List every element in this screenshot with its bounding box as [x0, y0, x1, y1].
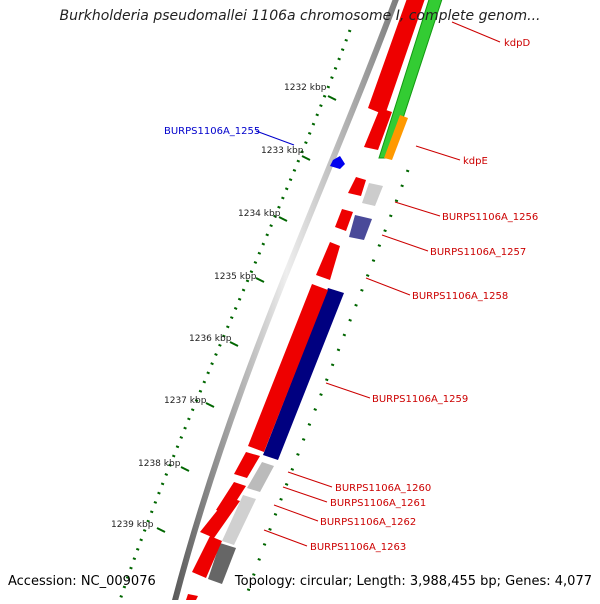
leader-line — [263, 529, 308, 547]
gene-label[interactable]: BURPS1106A_1263 — [310, 542, 406, 553]
leader-line — [282, 486, 328, 503]
scale-tick — [156, 527, 166, 533]
tick-label: 1239 kbp — [111, 520, 154, 530]
gene-label[interactable]: kdpD — [504, 38, 530, 49]
feature-1256[interactable] — [348, 177, 366, 196]
scale-tick — [327, 95, 337, 101]
leader-line — [415, 145, 461, 161]
gene-label[interactable]: BURPS1106A_1261 — [330, 498, 426, 509]
feature-1263-cog[interactable] — [208, 543, 236, 584]
leader-line — [273, 504, 319, 522]
backbone-ring — [171, 0, 399, 604]
feature-kdpE[interactable] — [364, 108, 392, 150]
gene-label[interactable]: BURPS1106A_1262 — [320, 517, 416, 528]
gene-label[interactable]: kdpE — [463, 156, 488, 167]
leader-line — [325, 382, 371, 399]
cog-features — [208, 0, 443, 584]
scale-tick — [229, 341, 239, 347]
feature-1262[interactable] — [200, 497, 240, 538]
scale-tick — [255, 277, 265, 283]
scale-tick — [180, 466, 190, 472]
leader-line — [365, 277, 411, 296]
feature-1263[interactable] — [192, 536, 222, 578]
scale-tick — [301, 155, 311, 161]
tick-label: 1236 kbp — [189, 334, 232, 344]
tick-label: 1232 kbp — [284, 83, 327, 93]
gene-label[interactable]: BURPS1106A_1257 — [430, 247, 526, 258]
feature-1259-cog[interactable] — [263, 288, 344, 460]
feature-1256-cog[interactable] — [362, 183, 383, 206]
gene-label[interactable]: BURPS1106A_1258 — [412, 291, 508, 302]
gene-label[interactable]: BURPS1106A_1255 — [164, 126, 260, 137]
scale-tick — [205, 402, 215, 408]
map-title: Burkholderia pseudomallei 1106a chromoso… — [59, 8, 541, 24]
feature-1258[interactable] — [316, 242, 340, 280]
feature-1260-cog[interactable] — [247, 462, 274, 492]
leader-line — [381, 234, 429, 252]
tick-label: 1234 kbp — [238, 209, 281, 219]
scale-ticks — [156, 95, 337, 533]
leader-line — [287, 471, 333, 488]
gene-label[interactable]: BURPS1106A_1260 — [335, 483, 431, 494]
tick-label: 1237 kbp — [164, 396, 207, 406]
feature-1262-cog[interactable] — [222, 495, 256, 545]
feature-1259[interactable] — [248, 284, 328, 452]
summary-text: Topology: circular; Length: 3,988,455 bp… — [234, 574, 592, 589]
feature-1257-cog[interactable] — [349, 215, 372, 240]
cds-features — [186, 0, 428, 600]
feature-kdpE-cog[interactable] — [384, 115, 408, 160]
inner-ring — [243, 169, 410, 601]
leader-line — [451, 21, 501, 43]
feature-kdpD[interactable] — [368, 0, 428, 115]
leader-line — [255, 130, 295, 146]
leader-line — [394, 201, 441, 217]
accession-text: Accession: NC_009076 — [8, 574, 156, 589]
feature-bottom[interactable] — [186, 594, 198, 600]
feature-1260[interactable] — [234, 452, 260, 478]
gene-label[interactable]: BURPS1106A_1259 — [372, 394, 468, 405]
feature-1257[interactable] — [335, 209, 353, 231]
tick-label: 1233 kbp — [261, 146, 304, 156]
gene-label[interactable]: BURPS1106A_1256 — [442, 212, 538, 223]
feature-1255[interactable] — [330, 156, 345, 169]
tick-label: 1238 kbp — [138, 459, 181, 469]
tick-label: 1235 kbp — [214, 272, 257, 282]
scale-tick — [278, 216, 288, 222]
